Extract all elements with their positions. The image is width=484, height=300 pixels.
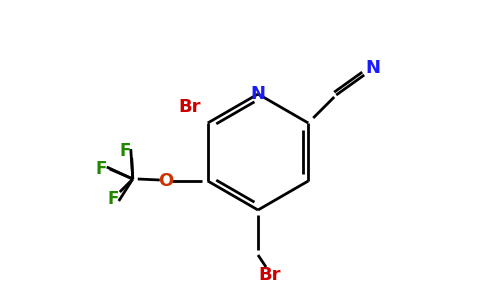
Text: F: F: [107, 190, 119, 208]
Text: Br: Br: [259, 266, 281, 284]
Text: F: F: [95, 160, 106, 178]
Text: Br: Br: [179, 98, 201, 116]
Text: O: O: [158, 172, 173, 190]
Text: N: N: [251, 85, 266, 103]
Text: N: N: [366, 59, 381, 77]
Text: F: F: [119, 142, 131, 160]
